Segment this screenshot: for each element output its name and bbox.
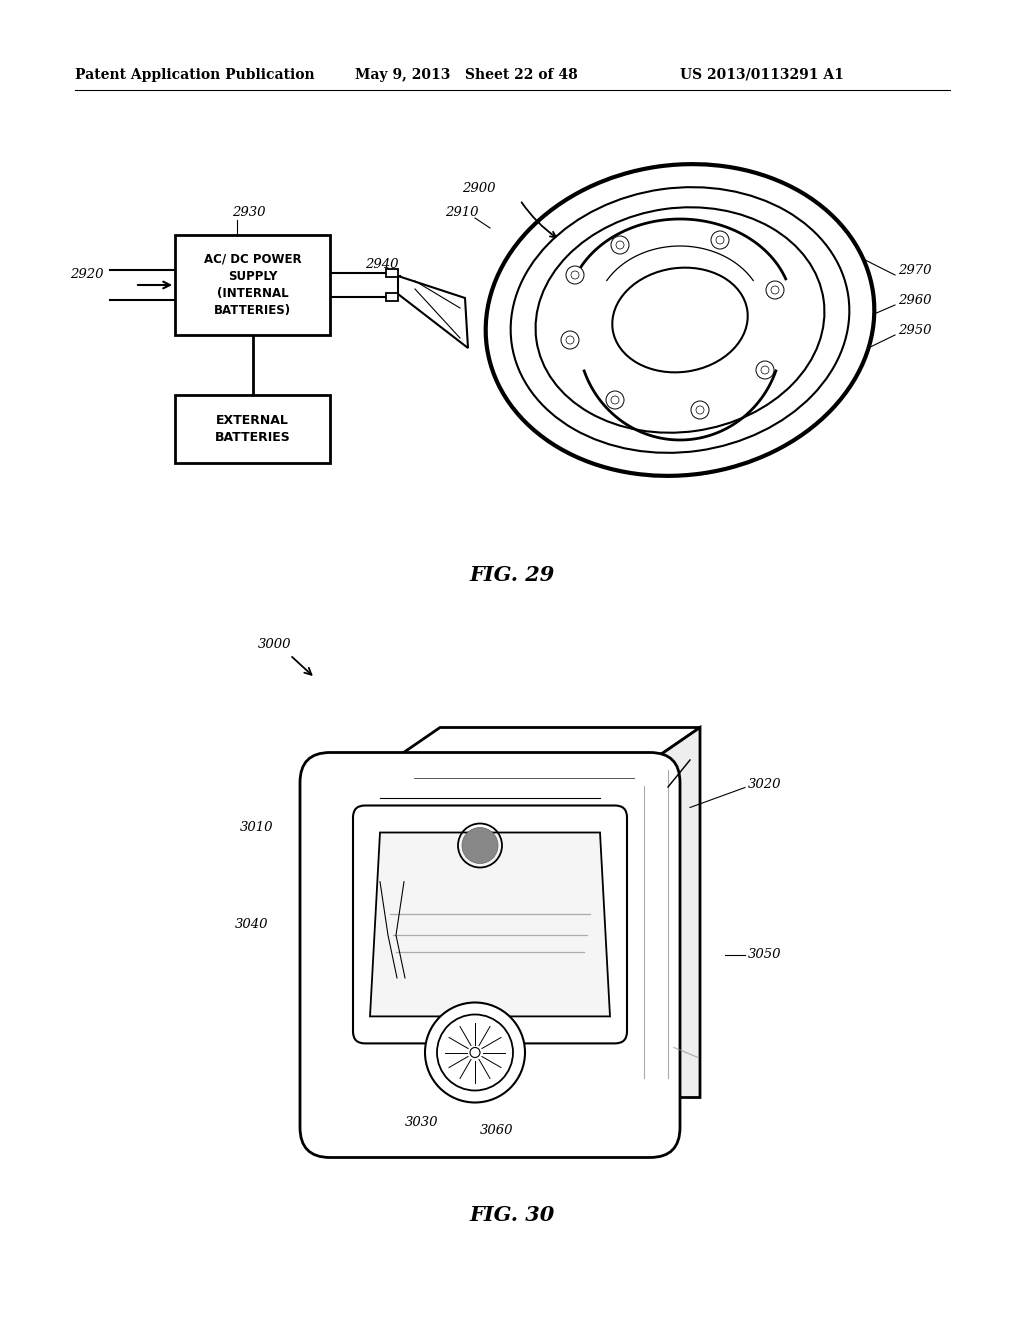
Polygon shape: [370, 833, 610, 1016]
Text: Patent Application Publication: Patent Application Publication: [75, 69, 314, 82]
Circle shape: [606, 391, 624, 409]
Circle shape: [761, 366, 769, 374]
Circle shape: [771, 286, 779, 294]
Circle shape: [711, 231, 729, 249]
Circle shape: [611, 396, 618, 404]
Text: 2960: 2960: [898, 293, 932, 306]
Circle shape: [566, 337, 574, 345]
Ellipse shape: [612, 268, 748, 372]
Circle shape: [462, 828, 498, 863]
Circle shape: [561, 331, 579, 348]
Text: 2910: 2910: [445, 206, 478, 219]
Polygon shape: [398, 276, 468, 348]
Text: 2920: 2920: [70, 268, 103, 281]
Bar: [175, 235, 330, 335]
Text: FIG. 29: FIG. 29: [469, 565, 555, 585]
Ellipse shape: [536, 207, 824, 433]
Circle shape: [571, 271, 579, 279]
Circle shape: [766, 281, 784, 300]
Text: 2900: 2900: [462, 181, 496, 194]
Ellipse shape: [485, 164, 874, 477]
Bar: [386, 269, 398, 277]
Circle shape: [716, 236, 724, 244]
Text: AC/ DC POWER
SUPPLY
(INTERNAL
BATTERIES): AC/ DC POWER SUPPLY (INTERNAL BATTERIES): [204, 253, 301, 317]
Circle shape: [611, 236, 629, 253]
FancyBboxPatch shape: [353, 805, 627, 1043]
Text: FIG. 30: FIG. 30: [469, 1205, 555, 1225]
Text: 3010: 3010: [240, 821, 273, 834]
Circle shape: [470, 1048, 480, 1057]
Text: US 2013/0113291 A1: US 2013/0113291 A1: [680, 69, 844, 82]
Circle shape: [756, 360, 774, 379]
Text: 3050: 3050: [748, 949, 781, 961]
Circle shape: [566, 267, 584, 284]
Text: 2970: 2970: [898, 264, 932, 276]
Bar: [386, 293, 398, 301]
Circle shape: [437, 1015, 513, 1090]
Text: 3020: 3020: [748, 777, 781, 791]
Circle shape: [696, 407, 705, 414]
Polygon shape: [574, 219, 785, 440]
Text: EXTERNAL
BATTERIES: EXTERNAL BATTERIES: [215, 414, 291, 444]
Text: 2930: 2930: [232, 206, 265, 219]
Circle shape: [425, 1002, 525, 1102]
Text: May 9, 2013   Sheet 22 of 48: May 9, 2013 Sheet 22 of 48: [355, 69, 578, 82]
Circle shape: [616, 242, 624, 249]
Text: 2950: 2950: [898, 323, 932, 337]
FancyBboxPatch shape: [300, 752, 680, 1158]
Text: 2940: 2940: [365, 259, 398, 272]
Text: 3000: 3000: [258, 639, 292, 652]
Text: 3060: 3060: [480, 1125, 513, 1137]
Polygon shape: [620, 727, 700, 1097]
Circle shape: [691, 401, 709, 418]
Ellipse shape: [511, 187, 849, 453]
Text: 3030: 3030: [406, 1115, 438, 1129]
Polygon shape: [360, 727, 700, 783]
Bar: [175, 395, 330, 463]
Text: 3040: 3040: [234, 917, 268, 931]
